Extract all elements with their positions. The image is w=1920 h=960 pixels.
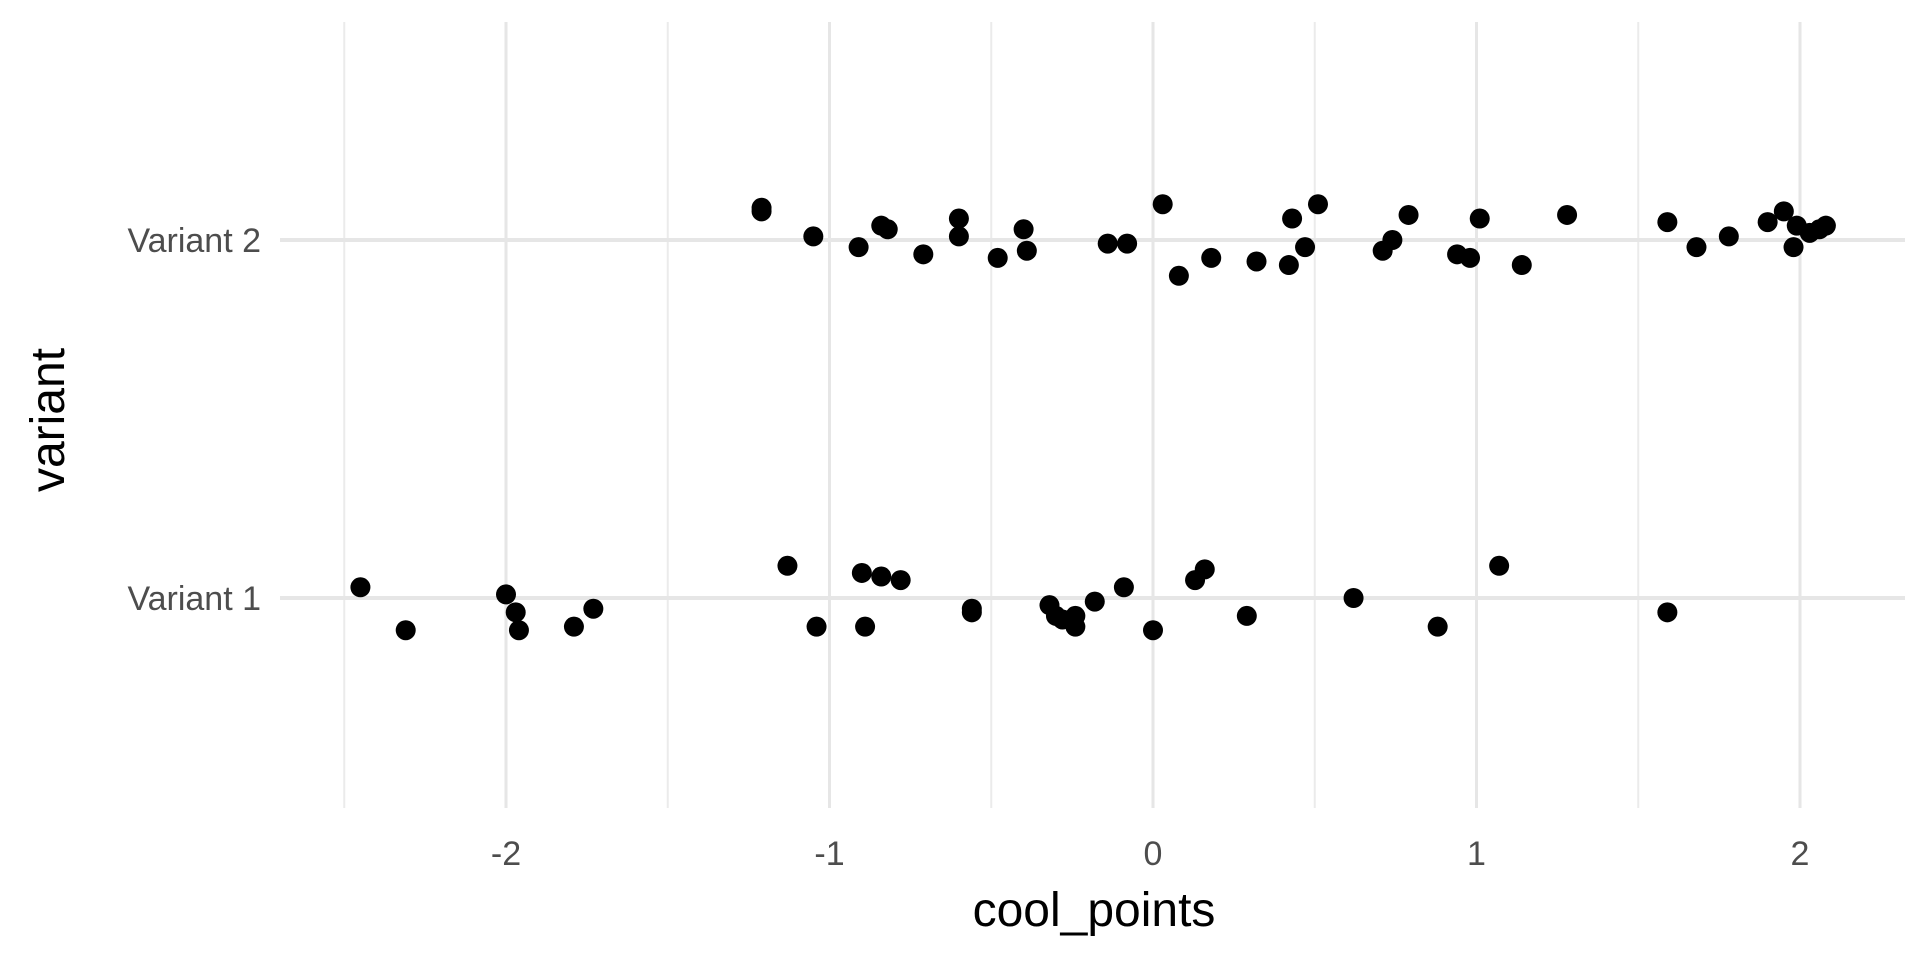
data-point <box>508 620 529 641</box>
data-point <box>563 616 584 637</box>
data-point <box>751 197 772 218</box>
tick-labels: -2 -1 0 1 2 Variant 1 Variant 2 <box>127 222 1809 873</box>
x-tick-label: -2 <box>491 835 521 873</box>
data-point <box>1398 204 1419 225</box>
x-tick-label: -1 <box>814 835 844 873</box>
data-point <box>848 237 869 258</box>
data-point <box>877 219 898 240</box>
data-point <box>803 226 824 247</box>
data-point <box>1016 240 1037 261</box>
data-point <box>496 584 516 605</box>
data-point <box>1757 212 1778 233</box>
data-point <box>1773 201 1794 222</box>
data-point <box>395 620 416 641</box>
data-point <box>1117 233 1138 254</box>
x-tick-label: 0 <box>1144 835 1163 873</box>
y-tick-label: Variant 2 <box>127 222 261 260</box>
data-point <box>1013 219 1034 240</box>
data-point <box>1783 237 1804 258</box>
x-tick-label: 2 <box>1791 835 1810 873</box>
data-point <box>1194 559 1215 580</box>
data-point <box>1657 602 1678 623</box>
data-point <box>851 562 872 583</box>
data-point <box>1307 194 1328 215</box>
data-point <box>890 570 911 591</box>
data-point <box>1557 204 1578 225</box>
data-point <box>913 244 934 265</box>
data-point <box>1282 208 1303 229</box>
data-point <box>948 226 969 247</box>
data-point <box>855 616 876 637</box>
data-point <box>1489 555 1510 576</box>
data-point <box>1815 215 1836 236</box>
data-point <box>1278 255 1299 276</box>
data-point <box>1065 605 1086 626</box>
data-point <box>1686 237 1707 258</box>
data-point <box>1201 247 1222 268</box>
data-point <box>1236 605 1257 626</box>
data-point <box>1511 255 1532 276</box>
data-point <box>1427 616 1448 637</box>
data-point <box>1097 233 1118 254</box>
data-point <box>948 208 969 229</box>
data-point <box>1718 226 1739 247</box>
data-point <box>871 566 892 587</box>
data-point <box>987 247 1008 268</box>
data-point <box>505 602 526 623</box>
x-axis-title: cool_points <box>973 884 1216 937</box>
data-point <box>1113 577 1134 598</box>
data-point <box>1343 588 1364 608</box>
data-points <box>350 194 1836 641</box>
data-point <box>1143 620 1163 641</box>
y-axis-title: variant <box>22 348 75 492</box>
data-point <box>1246 251 1267 272</box>
grid <box>280 22 1905 808</box>
data-point <box>1084 591 1105 612</box>
data-point <box>350 577 371 598</box>
data-point <box>806 616 827 637</box>
data-point <box>961 602 982 623</box>
data-point <box>1295 237 1316 258</box>
y-tick-label: Variant 1 <box>127 580 261 618</box>
data-point <box>1382 230 1403 250</box>
data-point <box>1460 247 1481 268</box>
data-point <box>777 555 798 576</box>
data-point <box>1469 208 1490 229</box>
x-tick-label: 1 <box>1467 835 1486 873</box>
data-point <box>583 598 604 619</box>
data-point <box>1657 212 1678 233</box>
data-point <box>1168 265 1189 286</box>
data-point <box>1152 194 1173 215</box>
